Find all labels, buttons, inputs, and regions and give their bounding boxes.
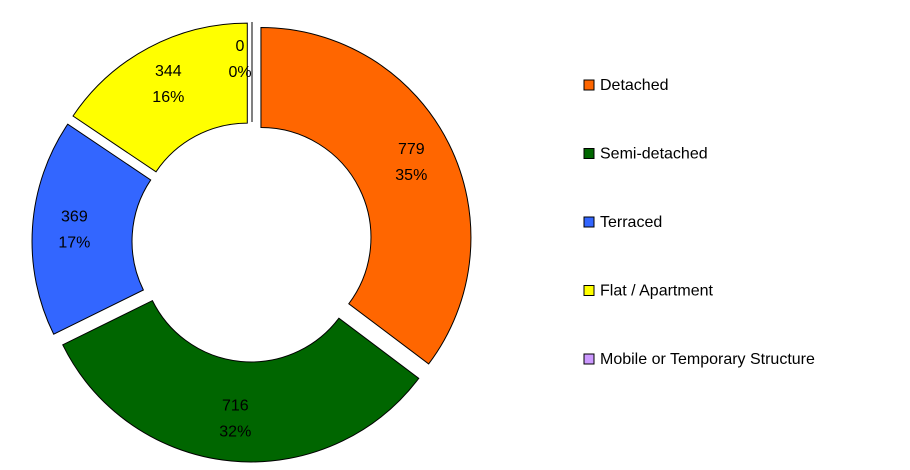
- legend-swatch: [583, 216, 595, 228]
- slice: [260, 27, 472, 365]
- legend-label: Mobile or Temporary Structure: [600, 351, 815, 368]
- slice-value-label: 344: [155, 63, 182, 80]
- legend-label: Terraced: [600, 214, 662, 231]
- legend-label: Detached: [600, 77, 669, 94]
- slice-value-label: 369: [61, 208, 88, 225]
- slice: [31, 123, 152, 335]
- slice-percent-label: 35%: [395, 167, 427, 184]
- legend-label: Semi-detached: [600, 146, 708, 163]
- slice-percent-label: 32%: [219, 423, 251, 440]
- legend-swatch: [583, 79, 595, 91]
- slice: [72, 22, 248, 173]
- slice-percent-label: 0%: [228, 64, 251, 81]
- slice-value-label: 716: [222, 397, 249, 414]
- slice-value-label: 0: [236, 38, 245, 55]
- legend-swatch: [583, 285, 595, 296]
- legend-swatch: [583, 148, 595, 159]
- slice-value-label: 779: [398, 141, 425, 158]
- slice-percent-label: 16%: [152, 89, 184, 106]
- slice: [62, 299, 420, 463]
- legend-swatch: [583, 353, 595, 365]
- slice-percent-label: 17%: [58, 234, 90, 251]
- legend-label: Flat / Apartment: [600, 283, 713, 300]
